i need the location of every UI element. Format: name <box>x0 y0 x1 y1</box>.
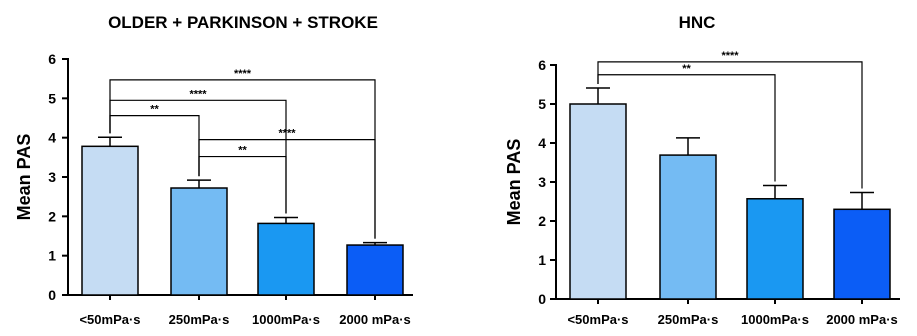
bar-2 <box>170 187 228 296</box>
significance-label-2: **** <box>189 88 207 100</box>
y-tick-label: 3 <box>48 169 56 185</box>
y-tick-label: 1 <box>48 248 56 264</box>
x-tick-label-3: 1000mPa·s <box>252 312 320 327</box>
y-tick-label: 3 <box>538 174 546 190</box>
y-tick-label: 4 <box>538 135 546 151</box>
chart-panel-1: OLDER + PARKINSON + STROKE Mean PAS 0 1 2 3 4 5… <box>14 13 413 327</box>
x-tick-label-4: 2000 mPa·s <box>826 312 898 327</box>
significance-label-2: ** <box>682 63 691 75</box>
y-tick-label: 1 <box>538 252 546 268</box>
significance-label-1: **** <box>234 68 252 80</box>
x-tick-label-1: <50mPa·s <box>79 312 140 327</box>
y-tick-label: 4 <box>48 130 56 146</box>
y-tick-label: 2 <box>538 213 546 229</box>
y-tick-label: 5 <box>48 90 56 106</box>
chart-title: OLDER + PARKINSON + STROKE <box>108 13 378 32</box>
x-tick-label-4: 2000 mPa·s <box>339 312 411 327</box>
significance-bracket-1 <box>597 61 863 189</box>
significance-bracket-2 <box>597 74 776 182</box>
significance-label-5: ** <box>238 145 247 157</box>
significance-label-3: ** <box>150 104 159 116</box>
bar-4 <box>346 244 404 296</box>
y-tick-label: 6 <box>538 57 546 73</box>
bar-3 <box>746 198 804 300</box>
y-axis-label: Mean PAS <box>504 139 524 226</box>
y-tick-label: 2 <box>48 208 56 224</box>
x-tick-label-1: <50mPa·s <box>567 312 628 327</box>
y-tick-label: 5 <box>538 96 546 112</box>
bar-1 <box>569 103 627 300</box>
bar-1 <box>81 145 139 296</box>
significance-bracket-5 <box>198 155 287 214</box>
bar-4 <box>833 208 891 300</box>
bar-2 <box>659 154 717 300</box>
chart-panel-2: HNC Mean PAS 0 1 2 3 4 5 6 <50mPa·s 250mPa·s 1000mP… <box>504 13 900 327</box>
bar-3 <box>257 222 315 296</box>
y-tick-label: 0 <box>538 291 546 307</box>
y-axis-label: Mean PAS <box>14 134 34 221</box>
significance-label-4: **** <box>278 128 296 140</box>
y-tick-label: 0 <box>48 287 56 303</box>
significance-label-1: **** <box>721 50 739 62</box>
x-tick-label-2: 250mPa·s <box>169 312 230 327</box>
x-tick-label-3: 1000mPa·s <box>741 312 809 327</box>
chart-title: HNC <box>679 13 716 32</box>
x-tick-label-2: 250mPa·s <box>658 312 719 327</box>
y-tick-label: 6 <box>48 51 56 67</box>
